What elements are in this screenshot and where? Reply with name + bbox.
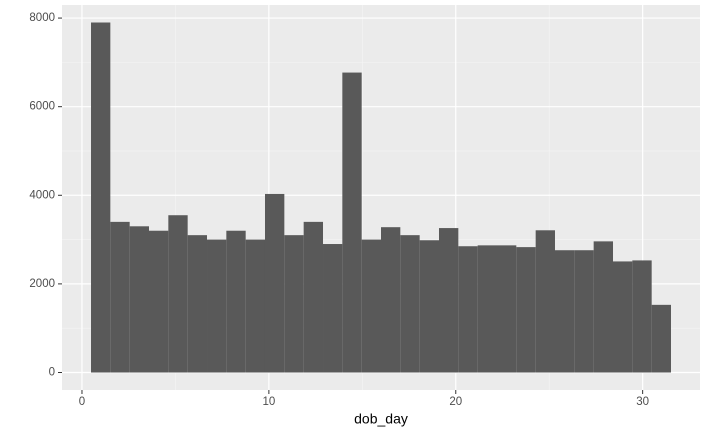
y-tick-label: 6000 [29, 101, 55, 113]
bar [458, 246, 478, 373]
bar [419, 240, 439, 373]
bar [361, 239, 381, 373]
y-tick-label: 0 [49, 367, 55, 379]
bar [438, 228, 459, 373]
bar [148, 230, 169, 373]
x-axis-label: dob_day [354, 411, 408, 427]
bar [264, 193, 285, 373]
x-tick-label: 10 [262, 396, 275, 408]
y-tick-label: 8000 [29, 12, 55, 24]
y-tick-label: 4000 [29, 189, 55, 201]
bar [284, 235, 304, 373]
bar [574, 250, 594, 373]
bar [323, 244, 343, 373]
bar [613, 261, 633, 373]
x-tick-label: 20 [449, 396, 462, 408]
bar [535, 230, 555, 373]
bar [129, 226, 149, 373]
x-tick-label: 0 [79, 396, 85, 408]
bar [207, 239, 227, 373]
bar [497, 245, 517, 373]
bar [110, 221, 130, 373]
bar [632, 260, 652, 373]
bar [342, 72, 362, 373]
y-tick-label: 2000 [29, 278, 55, 290]
bar [91, 22, 111, 373]
bar [245, 239, 265, 373]
bar [477, 245, 498, 373]
bar [168, 215, 188, 373]
bar [400, 235, 420, 373]
x-tick-label: 30 [636, 396, 649, 408]
bar [554, 250, 575, 373]
bar [187, 235, 208, 373]
bar [303, 221, 324, 373]
bar [381, 227, 401, 373]
bar [651, 304, 671, 373]
bar [593, 241, 614, 373]
bar [516, 247, 536, 373]
bar [226, 230, 246, 373]
